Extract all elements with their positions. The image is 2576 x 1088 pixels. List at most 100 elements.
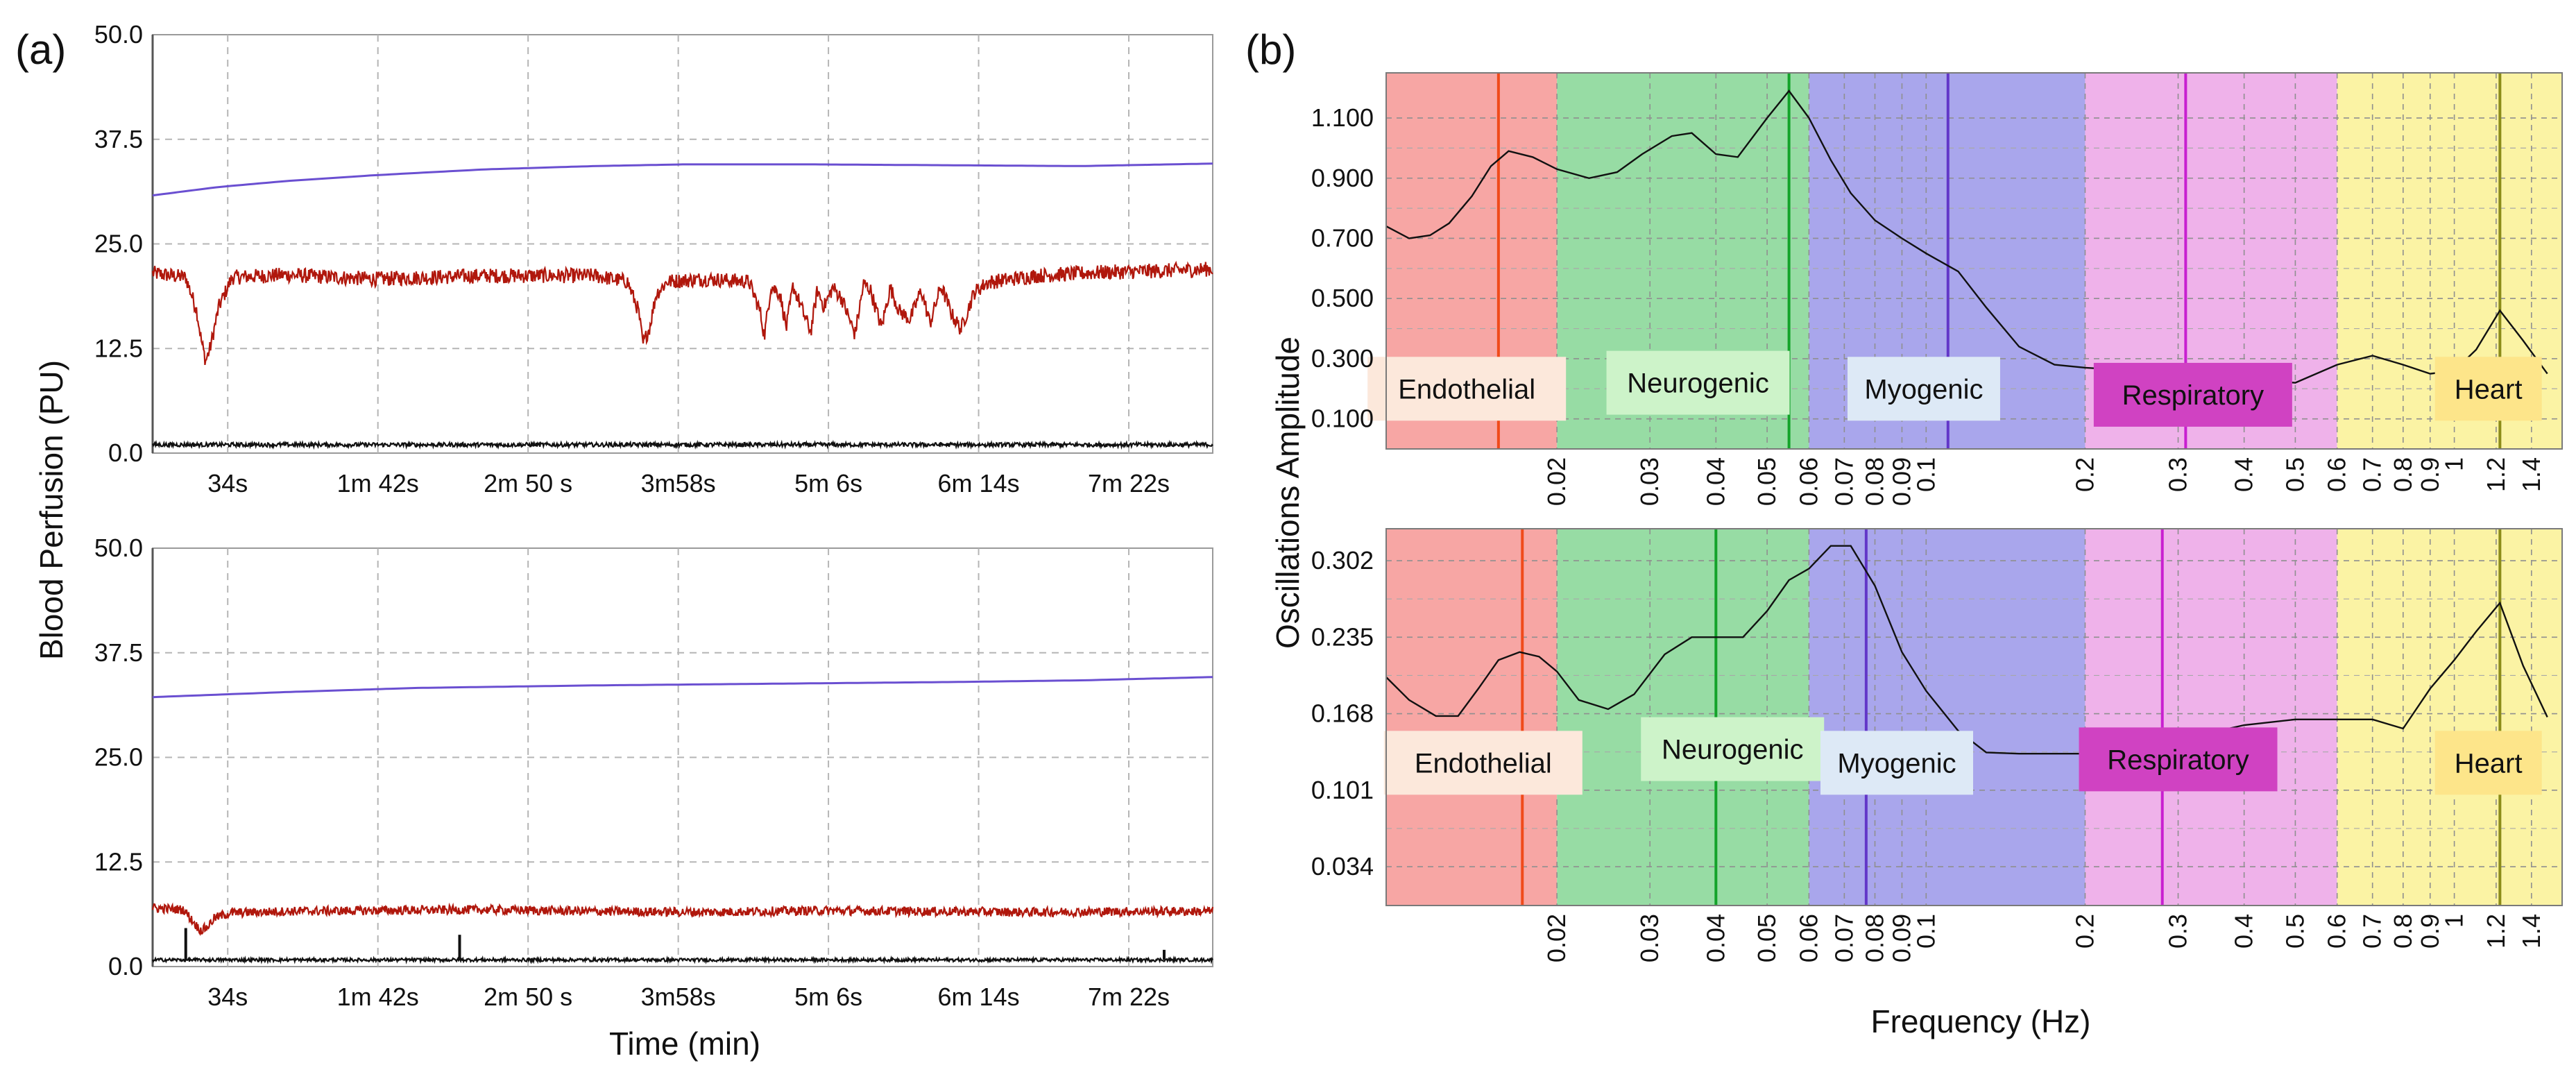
- band-heart: [2337, 529, 2562, 906]
- y-tick-label: 0.034: [1311, 852, 1374, 881]
- x-tick-label: 0.04: [1701, 914, 1730, 962]
- panel-a-ylabel: Blood Perfusion (PU): [33, 360, 69, 660]
- x-tick-label: 0.9: [2416, 914, 2444, 949]
- band-neurogenic: [1557, 529, 1809, 906]
- x-tick-label: 0.8: [2389, 914, 2417, 949]
- x-tick-label: 3m58s: [641, 983, 716, 1011]
- temperature-series-line: [152, 162, 1213, 197]
- y-tick-label: 37.5: [94, 125, 143, 153]
- x-tick-label: 0.06: [1794, 914, 1823, 962]
- x-tick-label: 0.05: [1752, 914, 1781, 962]
- label-respiratory: Respiratory: [2107, 745, 2249, 775]
- x-tick-label: 2m 50 s: [484, 983, 572, 1011]
- x-tick-label: 1.4: [2517, 914, 2545, 949]
- y-tick-label: 0.302: [1311, 546, 1374, 575]
- x-tick-label: 1.2: [2482, 457, 2510, 492]
- perfusion-series-line: [151, 260, 1213, 366]
- x-tick-label: 7m 22s: [1088, 983, 1170, 1011]
- label-heart: Heart: [2455, 374, 2523, 405]
- x-tick-label: 0.8: [2389, 457, 2417, 492]
- x-tick-label: 0.7: [2358, 457, 2387, 492]
- x-tick-label: 1m 42s: [337, 983, 419, 1011]
- x-tick-label: 0.03: [1635, 914, 1664, 962]
- x-tick-label: 6m 14s: [938, 469, 1020, 498]
- perfusion-chart-top: 0.0 12.5 25.0 37.5 50.0 34s 1m 42s 2m 50 s 3m58s…: [94, 20, 1213, 498]
- x-tick-label: 0.08: [1861, 914, 1889, 962]
- x-tick-label: 0.7: [2358, 914, 2387, 949]
- x-tick-label: 0.09: [1887, 457, 1916, 506]
- label-box-heart: [2434, 731, 2542, 795]
- panel-b-xlabel: Frequency (Hz): [1871, 1003, 2091, 1039]
- label-myogenic: Myogenic: [1864, 374, 1983, 405]
- y-tick-label: 0.168: [1311, 699, 1374, 728]
- x-tick-label: 0.4: [2230, 457, 2258, 492]
- x-tick-label: 0.3: [2164, 457, 2192, 492]
- x-tick-label: 34s: [207, 469, 248, 498]
- y-tick-label: 0.101: [1311, 776, 1374, 804]
- x-tick-label: 0.09: [1887, 914, 1916, 962]
- y-tick-label: 25.0: [94, 743, 143, 772]
- x-tick-label: 0.4: [2230, 914, 2258, 949]
- x-tick-label: 5m 6s: [794, 469, 862, 498]
- label-box-myogenic: [1847, 357, 2000, 421]
- x-tick-label: 0.04: [1701, 457, 1730, 506]
- label-respiratory: Respiratory: [2122, 380, 2264, 411]
- x-tick-label: 0.05: [1752, 457, 1781, 506]
- x-tick-label: 1: [2440, 457, 2468, 471]
- x-tick-label: 0.1: [1911, 914, 1940, 949]
- x-tick-label: 0.5: [2280, 914, 2309, 949]
- panel-b-ylabel: Oscillations Amplitude: [1270, 337, 1306, 649]
- x-tick-label: 5m 6s: [794, 983, 862, 1011]
- y-tick-label: 0.0: [108, 952, 143, 980]
- label-myogenic: Myogenic: [1837, 748, 1956, 779]
- plot-frame: [1385, 528, 2563, 906]
- panel-b-label: (b): [1245, 26, 1296, 73]
- x-tick-label: 1.4: [2517, 457, 2545, 492]
- x-tick-label: 0.02: [1542, 457, 1571, 506]
- x-tick-label: 0.07: [1829, 457, 1858, 506]
- y-tick-label: 37.5: [94, 638, 143, 667]
- plot-frame: [1385, 72, 2563, 450]
- baseline-series-line: [151, 955, 1213, 964]
- x-tick-label: 1m 42s: [337, 469, 419, 498]
- panel-a-xlabel: Time (min): [609, 1026, 760, 1062]
- label-box-myogenic: [1820, 731, 1974, 795]
- spectrum-chart-top: Endothelial Neurogenic Myogenic Respiratory…: [1311, 72, 2563, 506]
- spectrum-chart-bottom: Endothelial Neurogenic Myogenic Respiratory…: [1311, 528, 2563, 962]
- y-tick-label: 0.500: [1311, 284, 1374, 312]
- x-tick-label: 0.07: [1829, 914, 1858, 962]
- y-tick-label: 50.0: [94, 534, 143, 562]
- x-tick-label: 0.5: [2280, 457, 2309, 492]
- temperature-series-line: [152, 676, 1213, 699]
- label-neurogenic: Neurogenic: [1627, 368, 1769, 399]
- x-tick-label: 0.9: [2416, 457, 2444, 492]
- perfusion-chart-bottom: 0.0 12.5 25.0 37.5 50.0 34s 1m 42s 2m 50 s 3m58s…: [94, 534, 1214, 1011]
- x-tick-label: 0.3: [2164, 914, 2192, 949]
- label-heart: Heart: [2455, 748, 2523, 779]
- x-tick-label: 0.1: [1911, 457, 1940, 492]
- spectrum-line: [1385, 90, 2548, 384]
- label-box-endothelial: [1367, 357, 1567, 421]
- label-box-heart: [2434, 357, 2542, 421]
- y-tick-label: 50.0: [94, 20, 143, 49]
- x-tick-label: 3m58s: [641, 469, 716, 498]
- label-box-neurogenic: [1606, 350, 1790, 415]
- x-tick-label: 34s: [207, 983, 248, 1011]
- label-neurogenic: Neurogenic: [1662, 735, 1804, 765]
- band-respiratory: [2085, 529, 2337, 906]
- baseline-series-line: [151, 439, 1213, 450]
- y-tick-label: 0.235: [1311, 622, 1374, 651]
- label-box-neurogenic: [1641, 717, 1825, 781]
- y-tick-label: 0.100: [1311, 405, 1374, 433]
- y-tick-label: 0.0: [108, 439, 143, 467]
- x-tick-label: 0.08: [1861, 457, 1889, 506]
- x-tick-label: 7m 22s: [1088, 469, 1170, 498]
- y-tick-label: 25.0: [94, 230, 143, 258]
- label-box-endothelial: [1383, 731, 1583, 795]
- perfusion-series-line: [151, 902, 1214, 936]
- label-box-respiratory: [2079, 727, 2278, 792]
- x-tick-label: 0.6: [2323, 914, 2351, 949]
- x-tick-label: 6m 14s: [938, 983, 1020, 1011]
- x-tick-label: 0.2: [2070, 457, 2099, 492]
